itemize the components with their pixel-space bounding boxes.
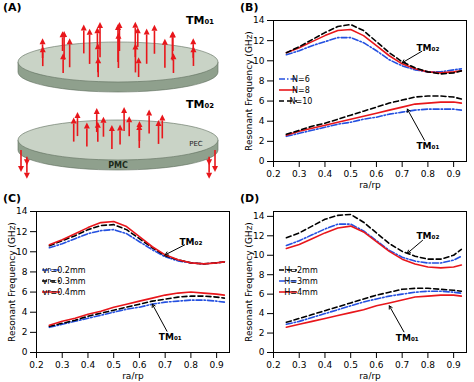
svg-text:0: 0 [259,156,265,166]
svg-text:0.7: 0.7 [158,360,172,370]
svg-text:vr=0.2mm: vr=0.2mm [42,266,85,275]
svg-text:6: 6 [22,287,28,297]
svg-text:N=10: N=10 [290,97,313,106]
svg-text:4: 4 [259,116,265,126]
svg-text:12: 12 [16,227,27,237]
svg-text:2: 2 [22,327,28,337]
svg-text:0.9: 0.9 [446,360,461,370]
svg-text:TM₀₂: TM₀₂ [186,98,214,111]
svg-text:8: 8 [259,76,265,86]
svg-text:0.8: 0.8 [184,360,199,370]
svg-text:10: 10 [253,56,265,66]
svg-text:TM₀₁: TM₀₁ [159,332,182,342]
svg-text:6: 6 [259,289,265,299]
svg-text:0.6: 0.6 [369,169,384,179]
svg-text:12: 12 [253,231,264,241]
svg-text:0.2: 0.2 [266,169,280,179]
svg-text:TM₀₁: TM₀₁ [396,333,419,343]
html-text:(B): (B) [240,1,259,14]
svg-text:4: 4 [259,308,265,318]
svg-text:6: 6 [259,96,265,106]
svg-text:8: 8 [259,270,265,280]
svg-text:vr=0.4mm: vr=0.4mm [42,288,85,297]
svg-text:10: 10 [253,250,265,260]
svg-text:TM₀₁: TM₀₁ [186,14,214,27]
svg-text:Resonant Frequency (GHz): Resonant Frequency (GHz) [244,31,254,151]
svg-text:14: 14 [253,15,265,25]
svg-text:12: 12 [253,36,264,46]
svg-text:TM₀₂: TM₀₂ [179,237,202,247]
svg-text:ra/rp: ra/rp [359,371,381,381]
svg-text:0.8: 0.8 [421,169,436,179]
svg-text:0.4: 0.4 [318,169,333,179]
svg-text:0: 0 [22,347,28,357]
svg-text:0.9: 0.9 [209,360,224,370]
svg-text:ra/rp: ra/rp [359,180,381,190]
svg-text:Resonant Frequency (GHz): Resonant Frequency (GHz) [7,222,17,342]
svg-text:TM₀₂: TM₀₂ [416,231,439,241]
svg-text:H=4mm: H=4mm [284,288,318,297]
svg-text:2: 2 [259,136,265,146]
svg-text:0.3: 0.3 [292,360,306,370]
svg-text:14: 14 [16,206,28,216]
svg-text:0: 0 [259,347,265,357]
svg-text:PMC: PMC [108,161,128,170]
svg-text:0.7: 0.7 [395,169,409,179]
svg-text:PEC: PEC [189,140,203,148]
svg-text:0.6: 0.6 [369,360,384,370]
svg-text:0.2: 0.2 [29,360,43,370]
svg-text:0.8: 0.8 [421,360,436,370]
svg-text:0.2: 0.2 [266,360,280,370]
svg-text:0.4: 0.4 [81,360,96,370]
svg-text:TM₀₁: TM₀₁ [416,141,439,151]
svg-text:8: 8 [22,267,28,277]
svg-text:4: 4 [22,307,28,317]
html-text:(A): (A) [3,1,22,14]
svg-text:ra/rp: ra/rp [122,371,144,381]
svg-text:0.4: 0.4 [318,360,333,370]
svg-text:0.3: 0.3 [55,360,69,370]
svg-text:N=6: N=6 [292,75,310,84]
html-text:(D): (D) [240,192,260,205]
svg-text:0.6: 0.6 [132,360,147,370]
svg-text:0.5: 0.5 [344,169,358,179]
svg-text:14: 14 [253,211,265,221]
svg-text:0.3: 0.3 [292,169,306,179]
svg-text:vr=0.3mm: vr=0.3mm [42,277,85,286]
html-text:(C): (C) [3,192,22,205]
svg-text:H=2mm: H=2mm [284,266,318,275]
svg-text:H=3mm: H=3mm [284,277,318,286]
svg-text:0.7: 0.7 [395,360,409,370]
svg-text:0.5: 0.5 [344,360,358,370]
svg-text:0.5: 0.5 [107,360,121,370]
svg-text:0.9: 0.9 [446,169,461,179]
svg-text:TM₀₂: TM₀₂ [416,43,439,53]
svg-text:Resonant Frequency (GHz): Resonant Frequency (GHz) [244,222,254,342]
svg-text:N=8: N=8 [292,86,310,95]
svg-text:2: 2 [259,328,265,338]
svg-text:10: 10 [16,247,28,257]
